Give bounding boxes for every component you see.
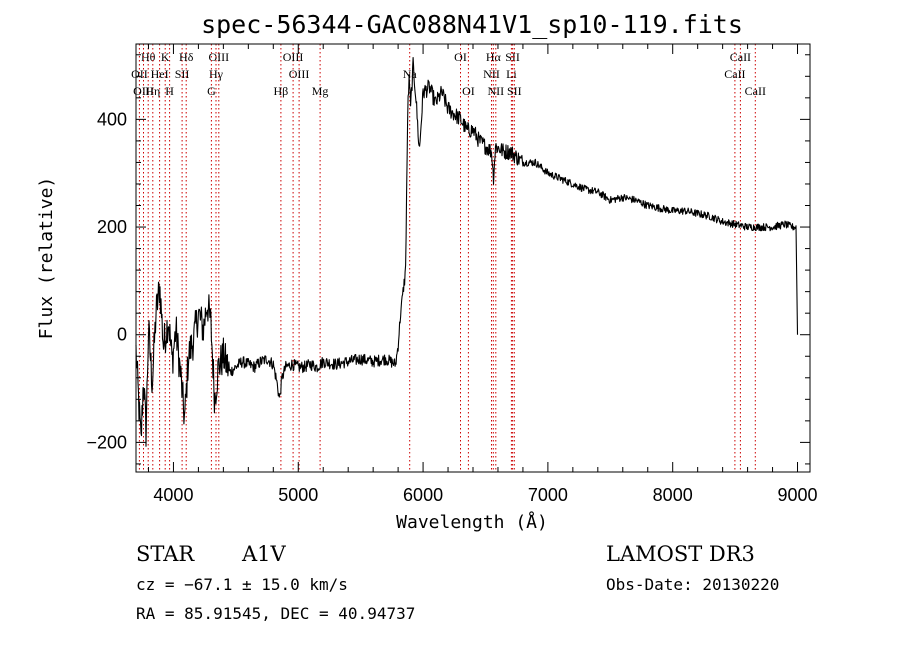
line-label-2: OIII (133, 84, 154, 98)
observation-date: Obs-Date: 20130220 (606, 575, 779, 594)
line-label-22: SII (505, 50, 520, 64)
line-label-18: OI (462, 84, 475, 98)
line-label-6: SII (175, 67, 190, 81)
x-tick-label: 9000 (777, 485, 817, 505)
y-tick-label: 400 (97, 109, 127, 129)
plot-frame (135, 43, 811, 473)
line-label-4: HeI (151, 67, 169, 81)
line-label-11: G (207, 84, 216, 98)
line-label-9: OIII (208, 50, 229, 64)
line-label-19: Hα (486, 50, 502, 64)
x-axis-label: Wavelength (Å) (396, 511, 548, 533)
axis-ticks: 4000 5000 6000 7000 8000 9000 −200 0 200 400 (86, 44, 818, 505)
line-label-10: Hγ (209, 67, 224, 81)
line-label-27: CaII (745, 84, 766, 98)
line-label-1: OII (131, 67, 148, 81)
y-tick-label: −200 (86, 432, 127, 452)
ra-dec-coordinates: RA = 85.91545, DEC = 40.94737 (136, 604, 415, 623)
line-label-16: Na (403, 67, 418, 81)
line-label-17: OI (454, 50, 467, 64)
line-label-25: CaII (730, 50, 751, 64)
line-label-20: NII (483, 67, 500, 81)
x-tick-label: 4000 (153, 485, 193, 505)
line-label-3: Hη (145, 84, 160, 98)
spectrum-plot (135, 56, 799, 447)
line-label-14: Hβ (274, 84, 289, 98)
line-label-8: Hδ (179, 50, 194, 64)
spectrum-line (135, 56, 799, 447)
x-tick-label: 7000 (528, 485, 568, 505)
line-label-5: K (161, 50, 170, 64)
chart-title: spec-56344-GAC088N41V1_sp10-119.fits (201, 10, 743, 39)
survey-name: LAMOST DR3 (606, 542, 755, 566)
line-label-24: SII (507, 84, 522, 98)
x-tick-label: 8000 (653, 485, 693, 505)
line-label-23: Li (506, 67, 517, 81)
line-label-26: CaII (724, 67, 745, 81)
object-subclass: A1V (241, 542, 287, 566)
line-label-21: NII (487, 84, 504, 98)
y-tick-label: 200 (97, 217, 127, 237)
redshift-cz: cz = −67.1 ± 15.0 km/s (136, 575, 348, 594)
line-label-12: OIII (283, 50, 304, 64)
x-tick-label: 6000 (403, 485, 443, 505)
line-label-13: OIII (289, 67, 310, 81)
line-label-7: H (165, 84, 174, 98)
y-axis-label: Flux (relative) (36, 177, 57, 340)
line-label-0: Hθ (141, 50, 156, 64)
line-label-15: Mg (312, 84, 329, 98)
y-tick-label: 0 (117, 325, 127, 345)
x-tick-label: 5000 (278, 485, 318, 505)
object-class: STAR (136, 542, 195, 566)
